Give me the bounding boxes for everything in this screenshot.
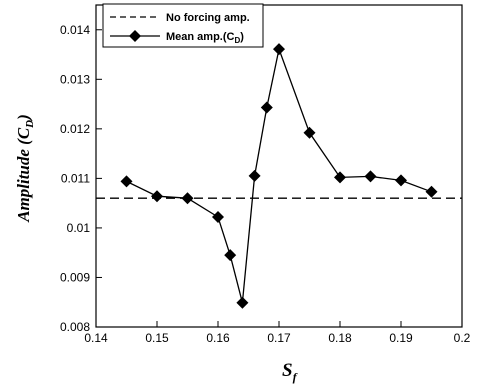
y-axis-title-main: Amplitude (C [14, 127, 33, 223]
series-layer [96, 43, 462, 309]
y-tick-label: 0.008 [60, 320, 90, 334]
legend: No forcing amp. Mean amp.(CD) [102, 3, 264, 48]
y-axis-title-close: ) [14, 114, 33, 122]
data-point-diamond [248, 169, 261, 182]
y-axis-ticks: 0.008 0.009 0.01 0.011 0.012 0.013 0.014 [60, 23, 102, 334]
y-tick-label: 0.011 [61, 171, 90, 185]
data-point-diamond [260, 101, 273, 114]
y-tick-label: 0.014 [60, 23, 90, 37]
data-point-diamond [364, 170, 377, 183]
y-tick-label: 0.013 [60, 72, 90, 86]
x-axis-title-sub: f [293, 370, 298, 384]
legend-mean-sub: D [234, 36, 240, 45]
legend-swatch-diamond [129, 30, 141, 42]
data-point-diamond [334, 171, 346, 184]
y-tick-label: 0.012 [60, 122, 90, 136]
x-axis-title: Sf [282, 360, 298, 384]
legend-box [102, 3, 264, 48]
y-axis-title-sub: D [24, 120, 36, 129]
legend-mean-close: ) [240, 31, 244, 43]
x-tick-label: 0.15 [145, 331, 169, 345]
y-tick-label: 0.01 [67, 221, 91, 235]
x-tick-label: 0.19 [389, 331, 413, 345]
legend-mean-text: Mean amp.(C [166, 31, 235, 43]
data-point-diamond [273, 43, 285, 56]
x-tick-label: 0.18 [328, 331, 352, 345]
x-tick-label: 0.16 [206, 331, 230, 345]
x-tick-label: 0.2 [454, 331, 471, 345]
y-axis-title: Amplitude (CD) [14, 114, 36, 223]
data-point-diamond [151, 190, 163, 203]
data-point-diamond [120, 175, 133, 188]
data-point-diamond [303, 126, 316, 139]
x-axis-ticks: 0.14 0.15 0.16 0.17 0.18 0.19 0.2 [84, 321, 471, 345]
data-point-diamond [181, 192, 194, 205]
x-tick-label: 0.17 [267, 331, 291, 345]
data-point-diamond [425, 185, 438, 198]
x-axis-title-main: S [282, 360, 293, 381]
legend-label-mean-amp: Mean amp.(CD) [166, 31, 244, 45]
data-point-diamond [236, 296, 249, 309]
legend-label-no-forcing: No forcing amp. [166, 12, 250, 24]
y-tick-label: 0.009 [60, 270, 90, 284]
data-point-diamond [395, 174, 407, 187]
data-point-diamond [224, 249, 237, 262]
data-point-diamond [212, 211, 224, 224]
series-mean-amp-line [126, 46, 432, 303]
x-tick-label: 0.14 [84, 331, 108, 345]
